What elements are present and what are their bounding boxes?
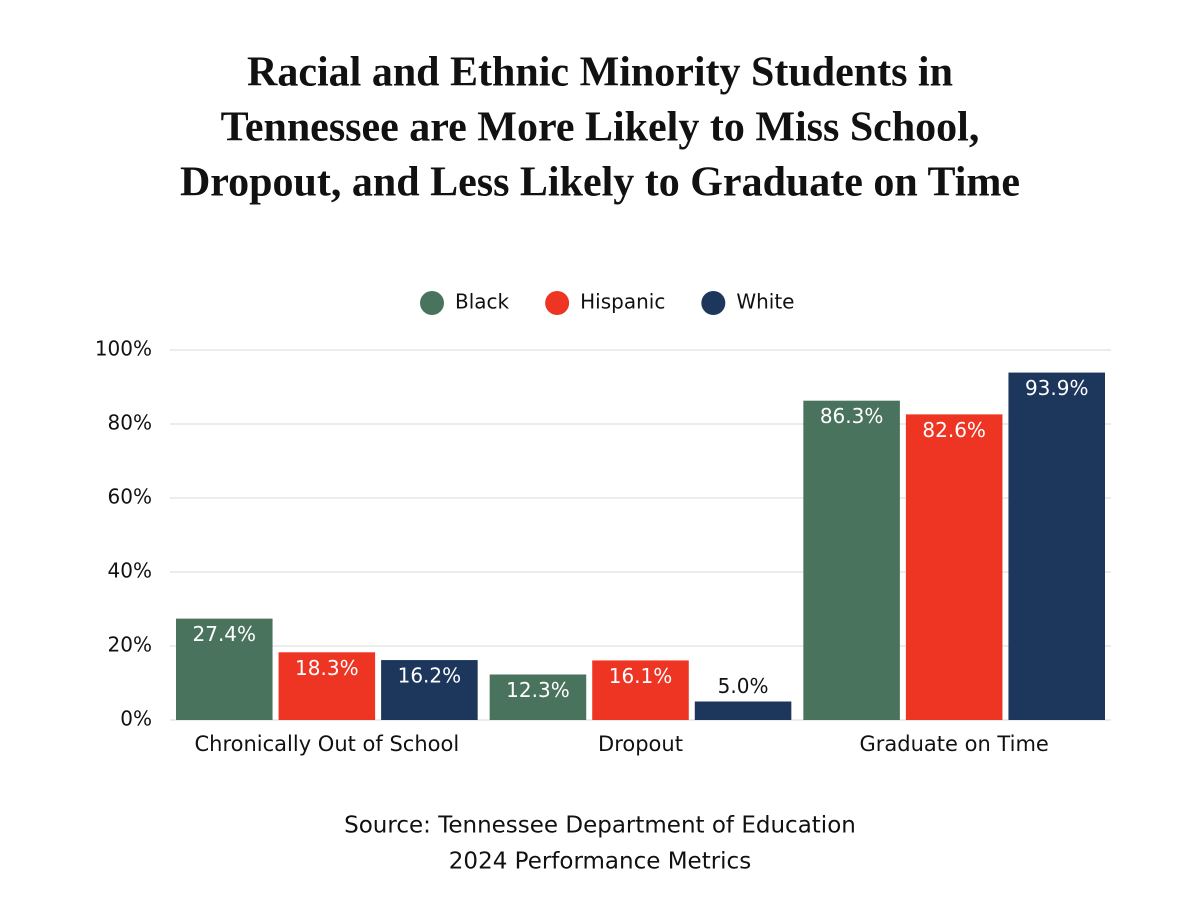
legend-label: White bbox=[736, 290, 794, 314]
bar bbox=[381, 660, 478, 720]
x-tick-label: Chronically Out of School bbox=[194, 732, 459, 756]
bar bbox=[278, 652, 376, 720]
chart-title: Dropout, and Less Likely to Graduate on … bbox=[180, 160, 1020, 206]
legend-marker bbox=[545, 291, 570, 315]
legend-label: Hispanic bbox=[580, 290, 665, 314]
data-label: 12.3% bbox=[506, 678, 570, 702]
y-tick-label: 0% bbox=[120, 707, 152, 731]
source: Source: Tennessee Department of Educatio… bbox=[344, 813, 856, 839]
data-label: 5.0% bbox=[718, 674, 769, 698]
data-label: 18.3% bbox=[295, 656, 359, 680]
bar bbox=[694, 701, 792, 720]
x-tick-label: Dropout bbox=[598, 732, 683, 756]
y-tick-label: 80% bbox=[108, 411, 152, 435]
y-tick-label: 100% bbox=[95, 337, 152, 361]
chart-title: Racial and Ethnic Minority Students in bbox=[247, 50, 953, 96]
legend-marker bbox=[420, 291, 444, 315]
data-label: 27.4% bbox=[193, 622, 257, 646]
data-label: 82.6% bbox=[922, 418, 986, 442]
bar bbox=[905, 414, 1003, 720]
x-tick-label: Graduate on Time bbox=[859, 732, 1048, 756]
source: 2024 Performance Metrics bbox=[449, 849, 751, 875]
bar bbox=[176, 618, 273, 720]
data-label: 86.3% bbox=[820, 404, 884, 428]
legend-marker bbox=[701, 291, 726, 315]
y-tick-label: 40% bbox=[108, 559, 152, 583]
chart-title: Tennessee are More Likely to Miss School… bbox=[221, 105, 980, 151]
data-label: 16.2% bbox=[398, 664, 462, 688]
y-tick-label: 60% bbox=[108, 485, 152, 509]
data-label: 16.1% bbox=[609, 664, 673, 688]
bar bbox=[1008, 372, 1105, 720]
legend-label: Black bbox=[455, 290, 510, 314]
data-label: 93.9% bbox=[1025, 376, 1089, 400]
bar bbox=[489, 674, 587, 720]
y-tick-label: 20% bbox=[108, 633, 152, 657]
bar bbox=[592, 660, 689, 720]
bar bbox=[803, 400, 900, 720]
